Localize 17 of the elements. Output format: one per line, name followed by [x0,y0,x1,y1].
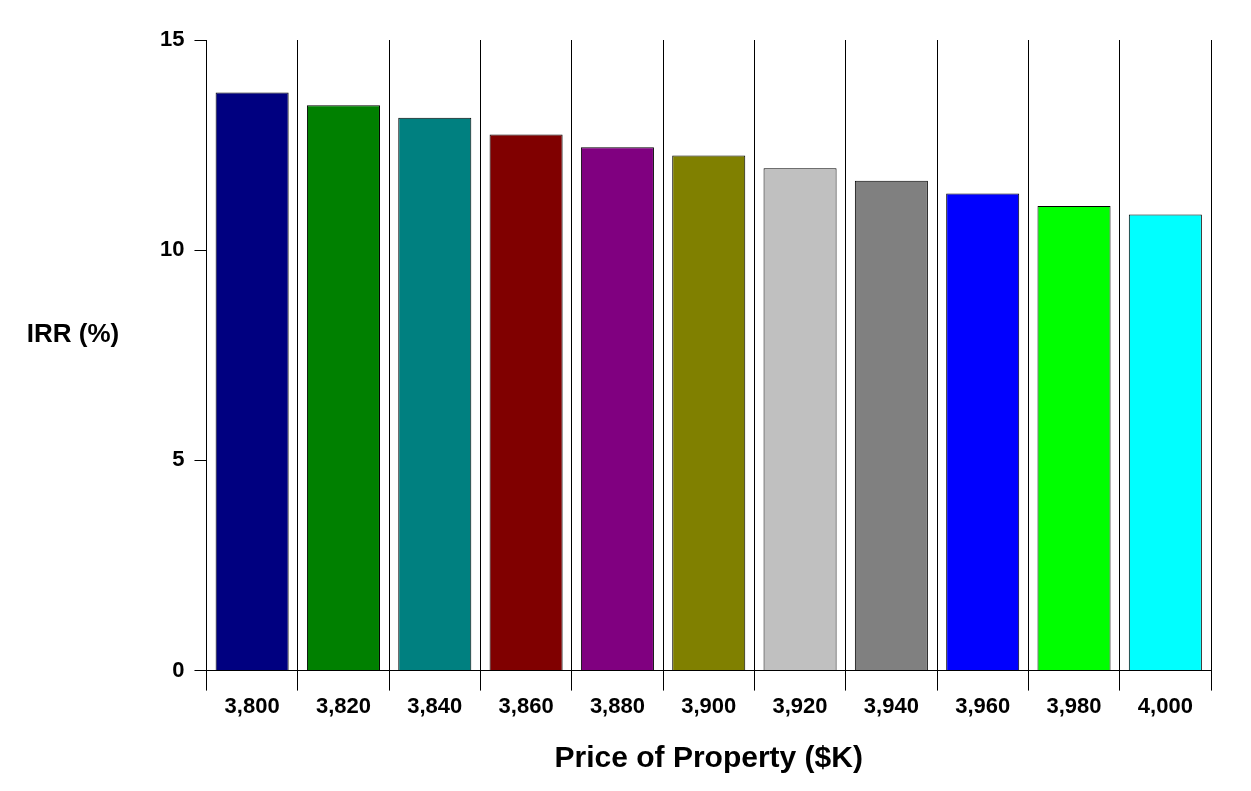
x-tick-label: 3,960 [955,692,1011,718]
y-axis-title: IRR (%) [26,318,120,349]
x-tick-label: 3,880 [589,692,645,718]
x-tick-label: 3,900 [681,692,737,718]
y-tick-label: 10 [159,236,185,262]
y-tick-label: 0 [172,656,185,682]
x-tick-label: 3,980 [1046,692,1102,718]
y-tick-label: 5 [172,446,185,472]
x-tick-label: 3,860 [498,692,554,718]
x-tick-label: 3,940 [863,692,919,718]
y-tick-label: 15 [159,26,185,52]
x-tick-label: 3,840 [407,692,463,718]
x-tick-label: 3,820 [315,692,371,718]
x-tick-label: 3,920 [772,692,828,718]
x-tick-label: 4,000 [1137,692,1193,718]
x-tick-label: 3,800 [224,692,280,718]
x-axis-title: Price of Property ($K) [554,740,863,774]
